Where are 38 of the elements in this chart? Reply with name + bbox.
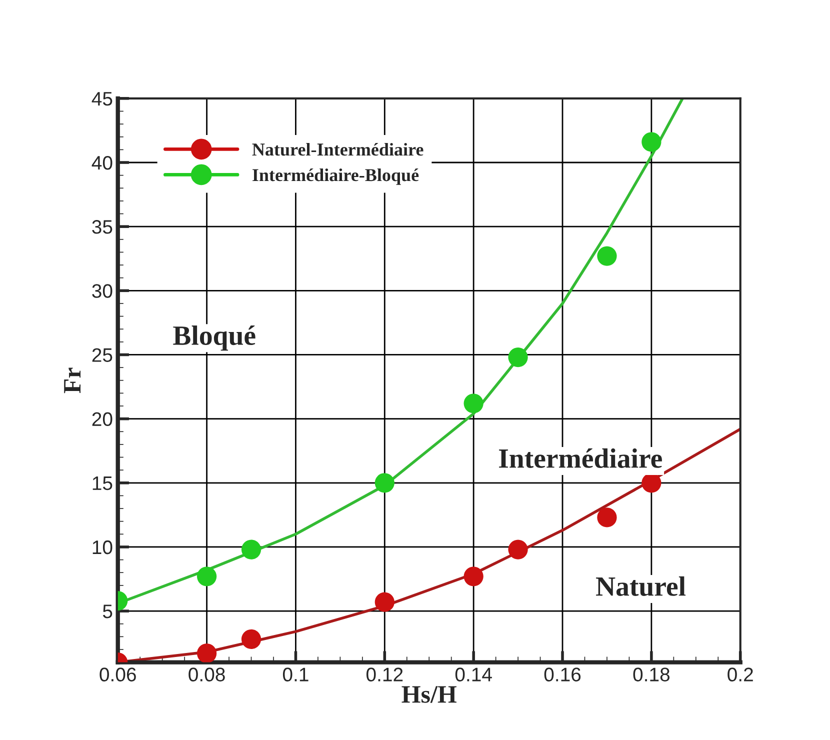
point	[241, 629, 262, 650]
y-tick-label: 25	[92, 348, 112, 362]
annotation: Naturel	[596, 576, 686, 596]
point	[597, 246, 617, 266]
x-tick-label: 0.2	[728, 668, 753, 682]
point	[597, 508, 617, 528]
x-axis-title: Hs/H	[402, 686, 456, 703]
x-tick-label: 0.18	[633, 668, 670, 682]
legend-label: Naturel-Intermédiaire	[252, 142, 424, 156]
point	[642, 132, 662, 152]
y-tick-label: 35	[92, 220, 112, 234]
point	[464, 566, 484, 586]
x-tick-label: 0.14	[455, 668, 492, 682]
x-tick-label: 0.08	[188, 668, 225, 682]
point	[508, 540, 528, 560]
y-tick-label: 10	[92, 540, 112, 554]
y-axis-title: Fr	[64, 368, 80, 394]
y-tick-label: 40	[92, 156, 112, 170]
point	[196, 644, 217, 662]
y-tick-label: 20	[92, 412, 112, 426]
annotation: Intermédiaire	[499, 448, 662, 468]
point	[196, 566, 217, 586]
y-tick-label: 15	[92, 476, 112, 490]
point	[374, 592, 394, 612]
point	[508, 347, 528, 368]
point	[241, 540, 262, 560]
x-tick-label: 0.16	[544, 668, 581, 682]
point	[374, 473, 394, 493]
x-tick-label: 0.12	[366, 668, 403, 682]
legend-label: Intermédiaire-Bloqué	[252, 168, 419, 185]
annotation: Bloqué	[173, 325, 256, 351]
point	[464, 394, 484, 414]
y-tick-label: 45	[92, 92, 112, 106]
x-tick-label: 0.1	[282, 668, 308, 682]
y-tick-label: 5	[102, 604, 112, 618]
y-tick-label: 30	[92, 284, 112, 298]
point	[642, 473, 662, 493]
x-tick-label: 0.06	[100, 668, 136, 682]
